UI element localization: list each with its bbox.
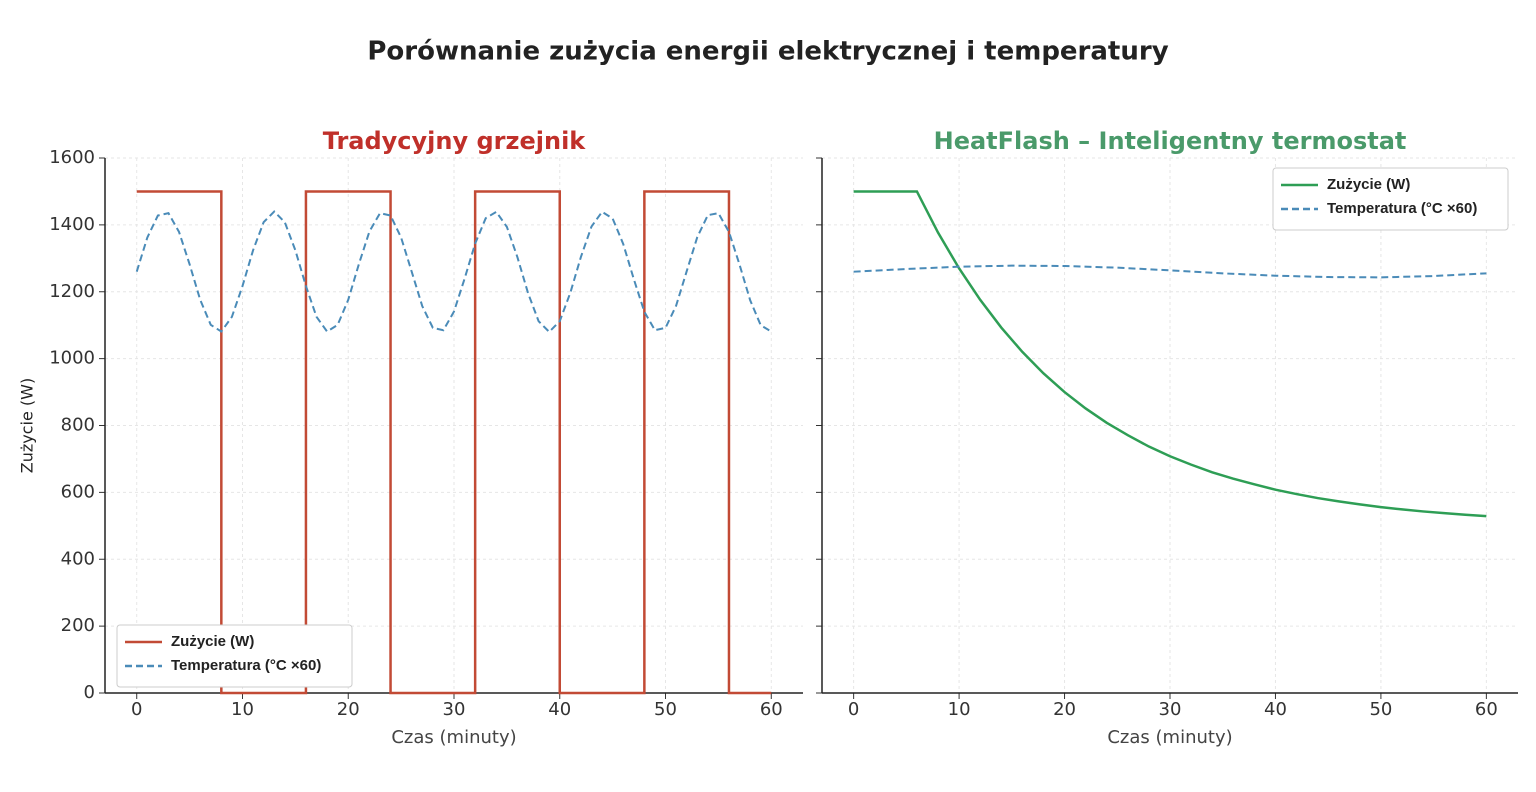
x-tick-label: 50 xyxy=(1369,699,1392,720)
legend-label: Temperatura (°C ×60) xyxy=(171,657,321,674)
y-tick-label: 0 xyxy=(84,682,95,703)
x-tick-label: 30 xyxy=(1159,699,1182,720)
y-tick-label: 400 xyxy=(61,548,95,569)
x-axis-label: Czas (minuty) xyxy=(391,727,516,748)
x-tick-label: 60 xyxy=(1475,699,1498,720)
y-tick-label: 1000 xyxy=(49,348,95,369)
y-tick-label: 200 xyxy=(61,615,95,636)
y-axis-label: Zużycie (W) xyxy=(18,378,37,473)
x-tick-label: 0 xyxy=(848,699,859,720)
y-tick-label: 600 xyxy=(61,481,95,502)
x-tick-label: 0 xyxy=(131,699,142,720)
data-line xyxy=(853,190,1487,518)
x-tick-label: 40 xyxy=(1264,699,1287,720)
legend-label: Zużycie (W) xyxy=(1327,176,1410,193)
legend-box xyxy=(1272,167,1509,231)
x-tick-label: 50 xyxy=(654,699,677,720)
y-tick-label: 1600 xyxy=(49,147,95,168)
x-axis-label: Czas (minuty) xyxy=(1107,727,1232,748)
x-tick-label: 20 xyxy=(337,699,360,720)
page-title: Porównanie zużycia energii elektrycznej … xyxy=(367,37,1168,67)
legend-box xyxy=(116,624,353,688)
data-line xyxy=(135,210,772,334)
x-tick-label: 30 xyxy=(443,699,466,720)
y-tick-label: 800 xyxy=(61,415,95,436)
subplot-title: Tradycyjny grzejnik xyxy=(323,127,587,155)
x-tick-label: 10 xyxy=(231,699,254,720)
data-line xyxy=(853,264,1487,279)
y-tick-label: 1200 xyxy=(49,281,95,302)
legend-label: Zużycie (W) xyxy=(171,633,254,650)
data-line xyxy=(136,190,772,695)
y-tick-label: 1400 xyxy=(49,214,95,235)
x-tick-label: 20 xyxy=(1053,699,1076,720)
legend-label: Temperatura (°C ×60) xyxy=(1327,200,1477,217)
x-tick-label: 40 xyxy=(548,699,571,720)
subplot-title: HeatFlash – Inteligentny termostat xyxy=(934,127,1407,155)
x-tick-label: 60 xyxy=(760,699,783,720)
x-tick-label: 10 xyxy=(948,699,971,720)
